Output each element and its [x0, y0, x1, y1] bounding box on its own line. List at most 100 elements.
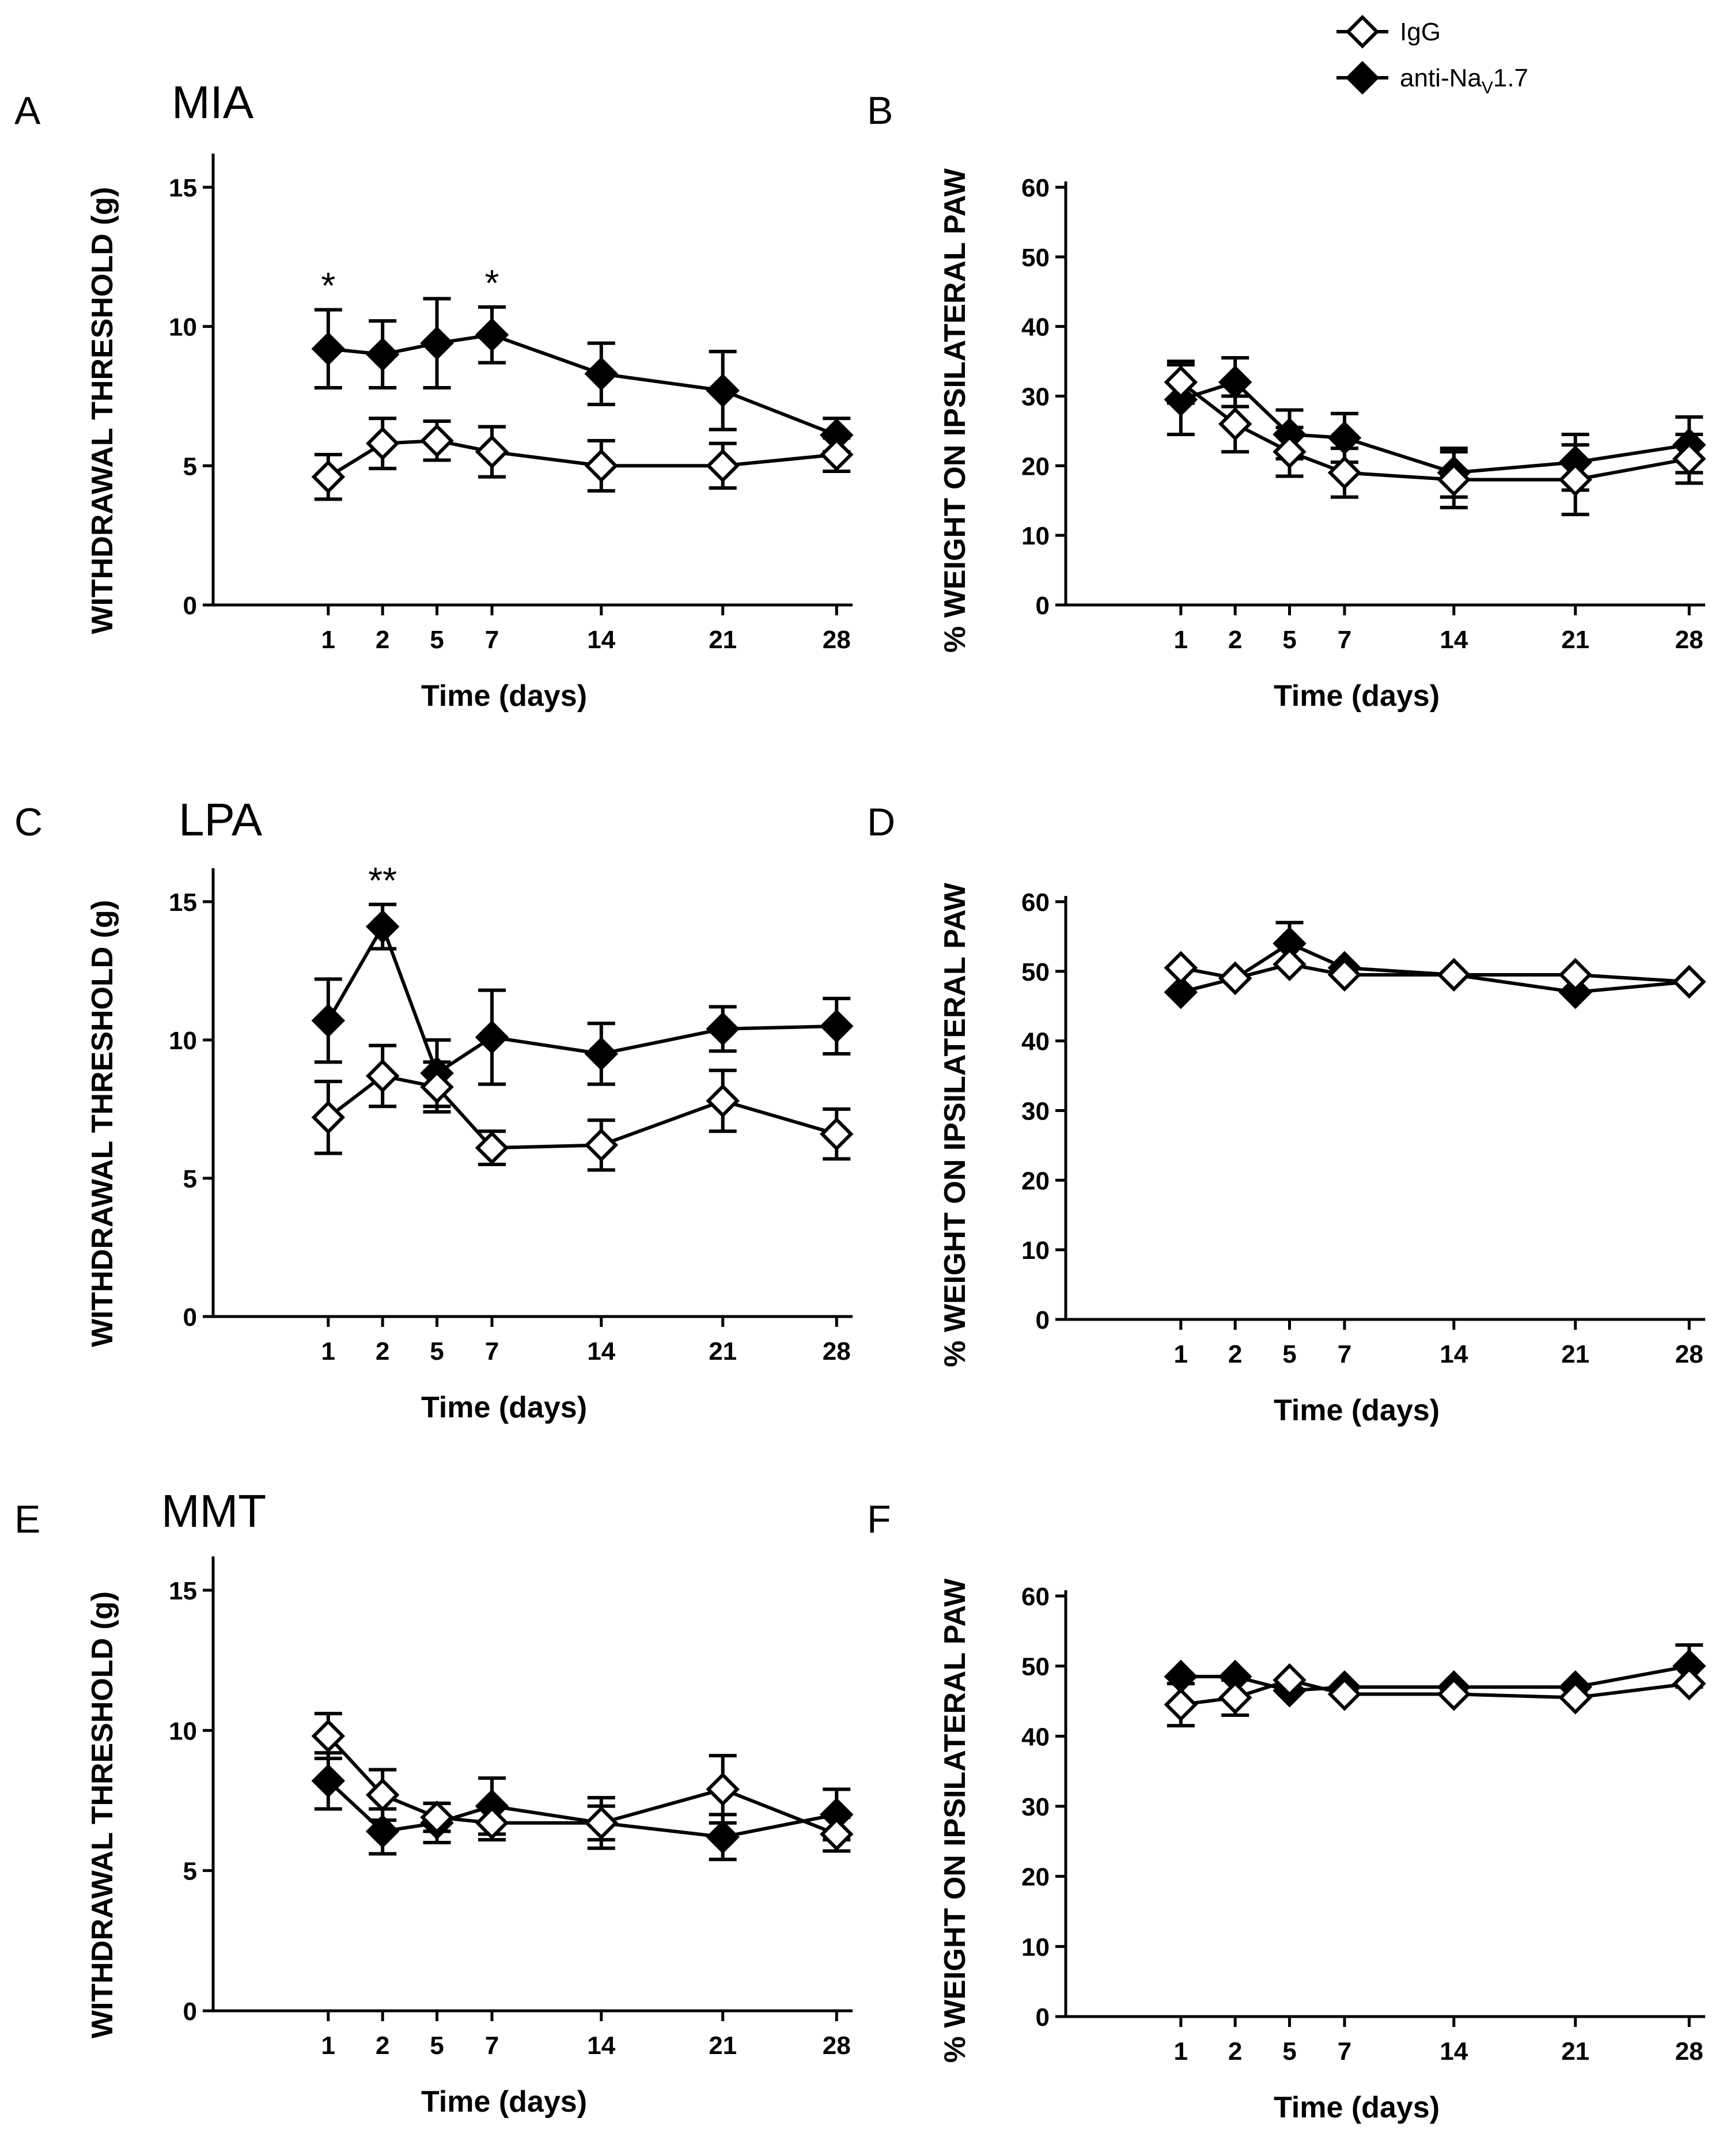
data-point	[475, 317, 509, 352]
x-tick-label: 21	[709, 2032, 737, 2060]
data-point	[311, 460, 346, 494]
data-point	[311, 1764, 346, 1798]
x-tick-label: 21	[709, 1337, 737, 1366]
x-tick-label: 5	[430, 2032, 444, 2060]
legend-igg-marker	[1345, 14, 1380, 49]
y-tick-label: 10	[169, 1717, 197, 1745]
x-tick-label: 7	[485, 1337, 499, 1366]
x-tick-label: 2	[376, 626, 389, 654]
data-point	[1273, 434, 1307, 469]
data-point	[311, 1004, 346, 1038]
data-point	[365, 1059, 400, 1093]
x-tick-label: 14	[587, 626, 615, 654]
series-igg	[1164, 1663, 1706, 1728]
legend-nav-marker	[1345, 60, 1380, 95]
data-point	[1164, 1688, 1198, 1722]
y-tick-label: 10	[1021, 522, 1050, 550]
data-point	[475, 434, 509, 469]
data-point	[820, 1009, 854, 1043]
x-tick-label: 14	[1440, 626, 1468, 654]
data-point	[820, 437, 854, 472]
x-tick-label: 7	[1338, 1340, 1351, 1368]
legend-nav-label: anti-NaV1.7	[1400, 64, 1528, 97]
series-anti-nav	[311, 902, 854, 1109]
series-igg	[311, 1712, 854, 1853]
y-tick-label: 5	[183, 1165, 197, 1193]
x-tick-label: 21	[1561, 1340, 1589, 1368]
model-label: MIA	[172, 77, 254, 128]
y-tick-label: 30	[1021, 383, 1050, 411]
y-tick-label: 50	[1021, 958, 1050, 986]
data-point	[1672, 442, 1706, 476]
y-tick-label: 10	[1021, 1933, 1050, 1961]
panel-letter: B	[867, 89, 893, 133]
y-tick-label: 0	[1036, 2003, 1050, 2032]
y-tick-label: 20	[1021, 1863, 1050, 1892]
x-tick-label: 7	[1338, 2037, 1351, 2066]
y-tick-label: 0	[1036, 592, 1050, 620]
data-point	[420, 423, 454, 458]
data-point	[706, 449, 740, 483]
y-tick-label: 60	[1021, 888, 1050, 917]
chart-panel-c: C LPA 0 5 10 15 1 2 5 7 14 21 28 Time (days) WITHDRAWA…	[14, 794, 854, 1424]
data-point	[365, 426, 400, 460]
data-point	[311, 1719, 346, 1753]
x-tick-label: 14	[1440, 1340, 1468, 1368]
panel-letter: A	[14, 89, 41, 133]
y-tick-label: 30	[1021, 1793, 1050, 1821]
y-tick-label: 20	[1021, 1167, 1050, 1195]
x-tick-label: 21	[709, 626, 737, 654]
data-point	[1558, 1681, 1592, 1715]
significance-marker: *	[485, 262, 499, 304]
panel-letter: D	[867, 800, 895, 844]
data-point	[1558, 958, 1592, 992]
x-tick-label: 5	[1282, 2037, 1296, 2066]
data-point	[584, 1037, 619, 1071]
data-point	[820, 1817, 854, 1851]
data-point	[1273, 1663, 1307, 1697]
y-tick-label: 40	[1021, 1723, 1050, 1751]
legend-igg-label: IgG	[1400, 18, 1441, 46]
data-point	[365, 1778, 400, 1812]
x-tick-label: 5	[430, 1337, 444, 1366]
series-line	[1180, 380, 1690, 475]
series-line	[328, 333, 838, 437]
x-tick-label: 2	[1228, 2037, 1242, 2066]
y-tick-label: 15	[169, 1577, 197, 1605]
data-point	[706, 1084, 740, 1118]
data-point	[475, 1806, 509, 1840]
y-tick-label: 30	[1021, 1098, 1050, 1126]
y-tick-label: 20	[1021, 452, 1050, 481]
y-axis-title: WITHDRAWAL THRESHOLD (g)	[86, 900, 119, 1347]
series-igg	[1164, 947, 1706, 999]
x-tick-label: 7	[485, 2032, 499, 2060]
x-tick-label: 7	[485, 626, 499, 654]
data-point	[1164, 365, 1198, 399]
series-line	[327, 1074, 838, 1150]
x-tick-label: 1	[321, 1337, 335, 1366]
data-point	[706, 1772, 740, 1806]
data-point	[584, 1128, 619, 1162]
x-tick-label: 14	[587, 2032, 615, 2060]
x-tick-label: 7	[1338, 626, 1351, 654]
series-igg	[1164, 360, 1706, 516]
y-tick-label: 0	[1036, 1306, 1050, 1334]
data-point	[311, 332, 346, 366]
y-axis-title: % WEIGHT ON IPSILATERAL PAW	[938, 1578, 972, 2063]
x-tick-label: 5	[430, 626, 444, 654]
y-tick-label: 10	[169, 1027, 197, 1055]
series-igg	[311, 417, 854, 501]
data-point	[1327, 958, 1362, 992]
x-tick-label: 21	[1561, 626, 1589, 654]
panel-letter: E	[14, 1497, 40, 1541]
data-point	[311, 1100, 346, 1134]
data-point	[420, 326, 454, 360]
y-axis-title: WITHDRAWAL THRESHOLD (g)	[86, 1591, 119, 2038]
x-tick-label: 2	[1228, 1340, 1242, 1368]
y-tick-label: 10	[1021, 1236, 1050, 1265]
series-anti-nav	[1164, 921, 1706, 1009]
data-point	[1164, 975, 1198, 1009]
x-tick-label: 14	[1440, 2037, 1468, 2066]
series-igg	[311, 1043, 854, 1172]
y-axis-title: WITHDRAWAL THRESHOLD (g)	[86, 187, 119, 634]
